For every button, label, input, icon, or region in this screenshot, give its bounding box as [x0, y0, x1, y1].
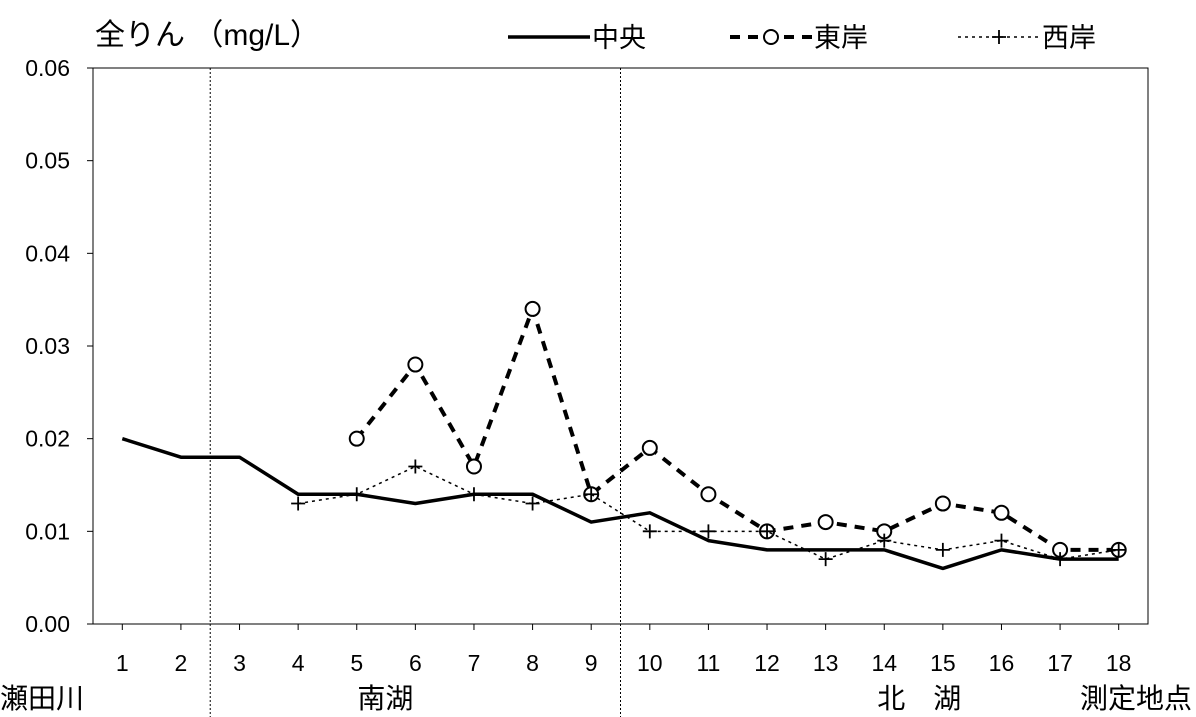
data-point — [408, 459, 423, 474]
chart-title: 全りん （mg/L） — [95, 19, 320, 52]
data-point — [349, 487, 364, 502]
x-tick-label: 17 — [1047, 650, 1073, 676]
x-tick-label: 11 — [696, 650, 720, 676]
data-point — [407, 356, 424, 373]
data-point — [994, 533, 1009, 548]
data-point — [1053, 552, 1068, 567]
x-tick-label: 15 — [930, 650, 956, 676]
data-point — [701, 524, 716, 539]
x-tick-label: 3 — [233, 650, 246, 676]
data-point — [525, 496, 540, 511]
x-tick-label: 13 — [813, 650, 839, 676]
plot-area: 0.000.010.020.030.040.050.061 2 3 4 5 6 7 8 9 10 1… — [0, 55, 1192, 717]
y-tick-label: 0.01 — [25, 518, 70, 544]
legend-label: 西岸 — [1042, 23, 1096, 53]
x-tick-label: 8 — [526, 650, 539, 676]
data-point — [466, 487, 481, 502]
x-tick-label: 16 — [989, 650, 1015, 676]
y-tick-label: 0.05 — [25, 148, 70, 174]
series-中央 — [121, 436, 1119, 571]
legend-marker — [763, 29, 779, 45]
data-point — [465, 458, 482, 475]
y-tick-label: 0.02 — [25, 426, 70, 452]
data-point — [700, 486, 717, 503]
series-line — [121, 436, 1119, 571]
x-tick-label: 4 — [292, 650, 305, 676]
x-tick-label: 18 — [1106, 650, 1132, 676]
legend-label: 中央 — [592, 23, 646, 53]
data-point — [877, 533, 892, 548]
region-label: 北 湖 — [877, 683, 961, 714]
region-label: 南湖 — [357, 683, 413, 714]
legend: 中央 東岸 西岸 — [508, 23, 1096, 53]
data-point — [818, 552, 833, 567]
data-point — [524, 300, 541, 317]
x-tick-label: 1 — [116, 650, 129, 676]
region-label: 瀬田川 — [0, 683, 84, 714]
x-axis-label: 測定地点 — [1080, 683, 1192, 714]
data-point — [993, 504, 1010, 521]
x-tick-label: 7 — [468, 650, 481, 676]
data-point — [291, 496, 306, 511]
data-point — [642, 524, 657, 539]
y-tick-label: 0.04 — [25, 240, 70, 266]
x-tick-label: 14 — [871, 650, 897, 676]
data-point — [348, 430, 365, 447]
x-tick-label: 6 — [409, 650, 422, 676]
x-tick-label: 5 — [350, 650, 363, 676]
y-tick-label: 0.00 — [25, 611, 70, 637]
x-tick-label: 9 — [585, 650, 598, 676]
data-point — [1111, 542, 1126, 557]
data-point — [935, 542, 950, 557]
series-西岸 — [291, 459, 1126, 567]
data-point — [934, 495, 951, 512]
y-tick-label: 0.06 — [25, 55, 70, 81]
data-point — [584, 487, 599, 502]
x-tick-label: 12 — [754, 650, 780, 676]
series-東岸 — [348, 300, 1127, 558]
series-line — [355, 306, 1119, 552]
x-tick-label: 10 — [637, 650, 663, 676]
x-tick-label: 2 — [175, 650, 188, 676]
data-point — [760, 524, 775, 539]
y-tick-label: 0.03 — [25, 333, 70, 359]
legend-marker — [992, 30, 1006, 44]
data-point — [817, 514, 834, 531]
data-point — [641, 439, 658, 456]
legend-label: 東岸 — [814, 23, 868, 53]
